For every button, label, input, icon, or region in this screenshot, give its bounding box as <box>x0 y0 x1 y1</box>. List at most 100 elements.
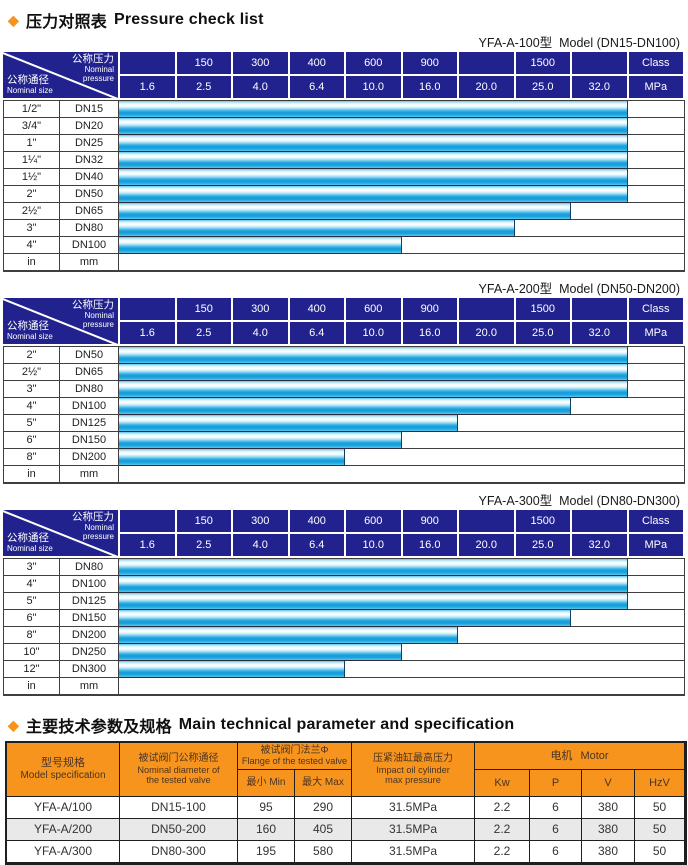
spec-header-model: 型号规格 Model specification <box>7 743 120 797</box>
size-dn-cell: DN300 <box>60 661 119 678</box>
mpa-header-cell: 10.0 <box>346 76 401 98</box>
nominal-size-en: Nominal size <box>7 332 53 342</box>
empty-range-cell <box>627 118 684 135</box>
spec-cell: YFA-A/300 <box>7 841 120 863</box>
class-header-cell <box>459 298 514 320</box>
pressure-range-bar <box>119 152 628 169</box>
size-inch-cell: 4" <box>4 576 60 593</box>
spec-cell: DN50-200 <box>120 819 238 841</box>
empty-range-cell <box>627 169 684 186</box>
mpa-header-cell: 1.6 <box>120 322 175 344</box>
spec-table: 型号规格 Model specification 被试阀门公称通径 Nominal d… <box>5 741 687 865</box>
nominal-pressure-en-1: Nominal <box>84 522 114 532</box>
size-inch-cell: 1¼" <box>4 152 60 169</box>
diagonal-header-cell: 公称压力 Nominal pressure 公称通径 Nominal size <box>2 52 120 100</box>
pressure-section-title: ◆ 压力对照表 Pressure check list <box>8 8 688 32</box>
pressure-table-body: 1/2" DN15 3/4" DN20 1" DN25 1¼" DN32 1½" DN40 2" DN… <box>3 100 685 272</box>
nominal-pressure-en-2: pressure <box>82 73 114 83</box>
class-header-cell: 150 <box>176 298 231 320</box>
pressure-range-bar <box>119 449 345 466</box>
size-dn-cell: DN50 <box>60 347 119 364</box>
nominal-size-label: 公称通径 Nominal size <box>7 75 53 96</box>
spec-cell: DN15-100 <box>120 797 238 819</box>
size-dn-cell: DN25 <box>60 135 119 152</box>
size-dn-cell: DN200 <box>60 449 119 466</box>
class-header-cell: 900 <box>402 52 457 74</box>
pressure-range-bar <box>119 644 402 661</box>
spec-header-max: 最大 Max <box>295 770 352 797</box>
class-header-cell <box>120 52 175 74</box>
empty-range-cell <box>345 661 684 678</box>
empty-range-cell <box>627 559 684 576</box>
size-inch-cell: 3/4" <box>4 118 60 135</box>
class-header-cell: 400 <box>289 52 344 74</box>
mpa-header-cell: 6.4 <box>289 76 344 98</box>
spec-header-motor-col: Kw <box>475 770 530 797</box>
size-inch-cell: 4" <box>4 237 60 254</box>
mpa-header-cell: 2.5 <box>176 534 231 556</box>
size-inch-cell: 8" <box>4 449 60 466</box>
mpa-header-cell: 25.0 <box>515 76 570 98</box>
class-header-cell: Class <box>628 298 683 320</box>
spec-cell: YFA-A/200 <box>7 819 120 841</box>
size-dn-cell: DN150 <box>60 432 119 449</box>
diagonal-header-cell: 公称压力 Nominal pressure 公称通径 Nominal size <box>2 510 120 558</box>
mpa-header-cell: 32.0 <box>572 76 627 98</box>
spec-section-title-en: Main technical parameter and specificati… <box>178 716 515 733</box>
size-inch-cell: 12" <box>4 661 60 678</box>
footer-empty-cell <box>119 466 684 483</box>
spec-header-motor-col: HzV <box>635 770 685 797</box>
class-header-cell: 300 <box>233 52 288 74</box>
empty-range-cell <box>571 610 684 627</box>
spec-cell: 160 <box>238 819 295 841</box>
pressure-range-bar <box>119 135 628 152</box>
pressure-range-bar <box>119 220 515 237</box>
mpa-header-cell: 10.0 <box>346 322 401 344</box>
spec-cell: 380 <box>582 841 635 863</box>
empty-range-cell <box>458 627 684 644</box>
mpa-header-cell: 2.5 <box>176 76 231 98</box>
empty-range-cell <box>627 593 684 610</box>
class-header-cell: Class <box>628 52 683 74</box>
size-dn-cell: DN40 <box>60 169 119 186</box>
size-dn-cell: DN200 <box>60 627 119 644</box>
mpa-header-cell: 1.6 <box>120 76 175 98</box>
size-dn-cell: DN32 <box>60 152 119 169</box>
size-inch-cell: 5" <box>4 593 60 610</box>
pressure-range-bar <box>119 364 628 381</box>
class-header-cell: 600 <box>346 510 401 532</box>
spec-cell: 290 <box>295 797 352 819</box>
nominal-pressure-zh: 公称压力 <box>72 511 114 523</box>
size-dn-cell: DN250 <box>60 644 119 661</box>
mpa-header-cell: 4.0 <box>233 322 288 344</box>
pressure-range-bar <box>119 347 628 364</box>
size-inch-cell: 3" <box>4 381 60 398</box>
nominal-size-en: Nominal size <box>7 86 53 96</box>
class-header-cell: Class <box>628 510 683 532</box>
spec-cell: 6 <box>530 797 582 819</box>
spec-header-cyl-en-2: max pressure <box>385 775 441 786</box>
pressure-table-block: YFA-A-200型 Model (DN50-DN200) 公称压力 Nominal… <box>2 282 685 484</box>
mpa-header-cell: 4.0 <box>233 76 288 98</box>
size-inch-cell: 3" <box>4 559 60 576</box>
pressure-section-title-zh: 压力对照表 <box>25 14 107 31</box>
pressure-table-block: YFA-A-100型 Model (DN15-DN100) 公称压力 Nominal… <box>2 36 685 272</box>
spec-cell: 31.5MPa <box>352 841 475 863</box>
spec-header-motor: 电机 Motor <box>475 743 685 770</box>
mpa-header-cell: MPa <box>628 322 683 344</box>
pressure-range-bar <box>119 169 628 186</box>
size-dn-cell: DN125 <box>60 415 119 432</box>
size-inch-cell: 6" <box>4 610 60 627</box>
class-header-cell: 1500 <box>515 298 570 320</box>
mpa-header-cell: 16.0 <box>402 322 457 344</box>
footer-empty-cell <box>119 678 684 695</box>
mpa-header-cell: MPa <box>628 76 683 98</box>
pressure-range-bar <box>119 186 628 203</box>
size-dn-cell: DN15 <box>60 101 119 118</box>
pressure-range-bar <box>119 415 458 432</box>
spec-section-title: ◆ 主要技术参数及规格 Main technical parameter and… <box>8 713 688 737</box>
spec-header-dn: 被试阀门公称通径 Nominal diameter of the tested va… <box>120 743 238 797</box>
pressure-section-title-en: Pressure check list <box>113 11 264 28</box>
spec-cell: 50 <box>635 819 685 841</box>
size-inch-cell: 2½" <box>4 364 60 381</box>
